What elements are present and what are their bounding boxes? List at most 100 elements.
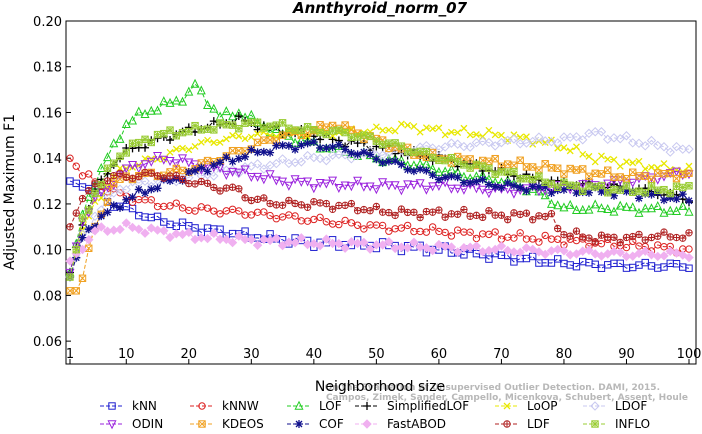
data-point-inflo bbox=[266, 122, 274, 131]
data-point-ldof bbox=[509, 134, 519, 144]
data-point-cof bbox=[378, 158, 387, 167]
data-point-inflo bbox=[378, 140, 387, 149]
data-point-kdeos bbox=[253, 138, 262, 147]
data-point-ldf bbox=[572, 227, 581, 235]
data-point-odin bbox=[578, 180, 588, 190]
data-point-inflo bbox=[441, 156, 449, 165]
data-point-inflo bbox=[604, 189, 612, 197]
data-point-odin bbox=[303, 177, 313, 187]
legend-swatch-marker bbox=[590, 401, 600, 411]
data-point-fastabod bbox=[340, 243, 350, 253]
x-tick-label: 40 bbox=[306, 347, 323, 362]
data-point-ldf bbox=[191, 180, 199, 188]
data-point-ldf bbox=[560, 230, 568, 239]
data-point-fastabod bbox=[446, 242, 457, 252]
data-point-ldf bbox=[310, 197, 318, 206]
data-point-kdeos bbox=[341, 121, 349, 129]
legend-swatch-marker bbox=[198, 402, 206, 410]
legend-item-simplifiedlof: SimplifiedLOF bbox=[355, 399, 469, 413]
data-point-ldf bbox=[503, 215, 512, 224]
data-point-ldf bbox=[497, 211, 506, 219]
data-point-ldf bbox=[654, 232, 662, 240]
data-point-loop bbox=[541, 139, 549, 146]
data-point-ldf bbox=[466, 212, 474, 221]
data-point-knn bbox=[485, 255, 493, 263]
data-point-inflo bbox=[435, 156, 443, 165]
data-point-lof bbox=[546, 198, 556, 208]
data-point-kdeos bbox=[622, 174, 631, 183]
data-point-ldf bbox=[547, 209, 556, 218]
data-point-kdeos bbox=[553, 164, 562, 172]
data-point-cof bbox=[322, 144, 331, 153]
data-point-lof bbox=[634, 207, 644, 217]
data-point-inflo bbox=[160, 129, 168, 138]
data-point-cof bbox=[147, 185, 156, 194]
data-point-lof bbox=[615, 200, 625, 210]
data-point-inflo bbox=[278, 119, 287, 127]
data-point-knnw bbox=[166, 202, 174, 210]
data-point-fastabod bbox=[334, 238, 344, 249]
data-point-odin bbox=[446, 184, 456, 194]
data-point-ldof bbox=[609, 133, 619, 143]
data-point-cof bbox=[397, 160, 406, 169]
data-point-inflo bbox=[122, 149, 130, 157]
x-tick-label: 60 bbox=[431, 347, 448, 362]
data-point-fastabod bbox=[152, 225, 163, 235]
data-point-loop bbox=[660, 160, 668, 168]
data-point-inflo bbox=[672, 182, 681, 190]
data-point-loop bbox=[172, 145, 180, 153]
data-point-lof bbox=[684, 206, 694, 216]
data-point-fastabod bbox=[246, 234, 257, 245]
data-point-fastabod bbox=[65, 256, 75, 266]
data-point-odin bbox=[628, 178, 638, 188]
data-point-fastabod bbox=[252, 240, 263, 250]
data-point-knnw bbox=[172, 199, 180, 207]
data-point-ldf bbox=[604, 233, 612, 241]
series-layer bbox=[65, 78, 694, 295]
data-point-lof bbox=[565, 199, 575, 209]
data-point-ldof bbox=[302, 150, 313, 161]
legend-item-kdeos: KDEOS bbox=[190, 417, 264, 431]
data-point-fastabod bbox=[440, 241, 450, 252]
data-point-kdeos bbox=[566, 164, 574, 173]
data-point-odin bbox=[284, 181, 294, 191]
data-point-odin bbox=[409, 180, 419, 190]
data-point-ldf bbox=[247, 196, 256, 205]
data-point-lof bbox=[596, 203, 606, 213]
data-point-kdeos bbox=[535, 166, 543, 174]
data-point-ldf bbox=[135, 172, 143, 181]
data-point-cof bbox=[97, 212, 106, 221]
data-point-loop bbox=[629, 159, 637, 167]
data-point-lof bbox=[159, 96, 169, 106]
data-point-knnw bbox=[341, 216, 349, 225]
data-point-ldf bbox=[385, 208, 393, 217]
data-point-ldf bbox=[672, 233, 681, 242]
data-point-cof bbox=[272, 141, 281, 150]
data-point-cof bbox=[116, 203, 125, 212]
data-point-fastabod bbox=[171, 229, 182, 239]
data-point-odin bbox=[603, 179, 613, 189]
data-point-cof bbox=[659, 196, 668, 205]
data-point-ldf bbox=[285, 196, 293, 205]
data-point-loop bbox=[185, 146, 193, 154]
data-point-inflo bbox=[241, 119, 249, 127]
data-point-cof bbox=[597, 187, 606, 196]
data-point-cof bbox=[216, 158, 225, 167]
data-point-inflo bbox=[353, 133, 362, 141]
data-point-ldf bbox=[210, 183, 218, 192]
data-point-loop bbox=[604, 155, 612, 163]
data-point-knnw bbox=[553, 235, 562, 243]
data-point-loop bbox=[635, 157, 643, 165]
data-point-kdeos bbox=[604, 166, 612, 174]
data-point-lof bbox=[671, 206, 682, 216]
legend-item-odin: ODIN bbox=[100, 417, 163, 431]
data-point-cof bbox=[241, 152, 250, 161]
data-point-ldof bbox=[109, 188, 119, 198]
data-point-kdeos bbox=[485, 157, 493, 165]
data-point-odin bbox=[140, 160, 150, 170]
legend-swatch-marker bbox=[108, 402, 116, 410]
data-point-inflo bbox=[97, 180, 105, 189]
data-point-ldf bbox=[103, 177, 112, 185]
data-point-cof bbox=[266, 148, 275, 157]
data-point-cof bbox=[122, 195, 131, 204]
